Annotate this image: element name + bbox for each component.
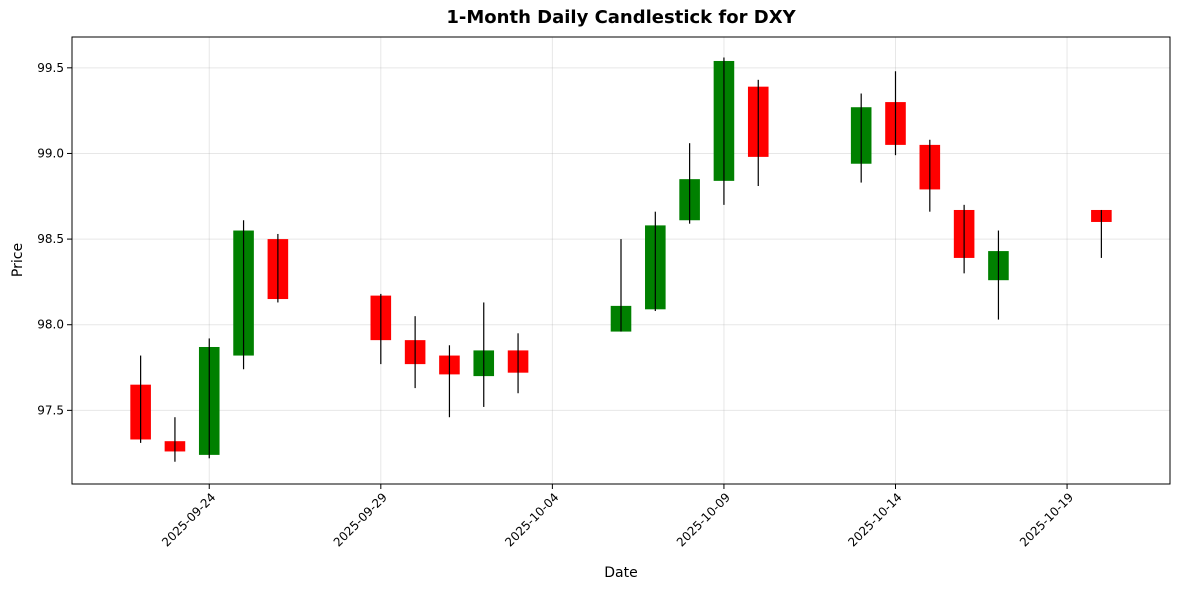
x-tick-label: 2025-09-29 <box>331 490 390 549</box>
x-axis-label: Date <box>604 565 637 581</box>
x-tick-label: 2025-10-04 <box>502 490 561 549</box>
y-tick-label: 99.5 <box>37 61 64 75</box>
axes-layer: 97.5 98.0 98.5 99.0 99.5 2025-09-24 2025-09-29… <box>37 61 1076 550</box>
y-tick-label: 98.5 <box>37 232 64 246</box>
y-tick-label: 97.5 <box>37 403 64 417</box>
x-tick-label: 2025-10-09 <box>674 490 733 549</box>
chart-title: 1-Month Daily Candlestick for DXY <box>446 7 796 28</box>
candles-layer <box>130 57 1112 462</box>
plot-frame <box>71 36 1171 485</box>
x-tick-label: 2025-09-24 <box>159 490 218 549</box>
x-tick-label: 2025-10-19 <box>1017 490 1076 549</box>
y-tick-label: 98.0 <box>37 318 64 332</box>
y-axis-label: Price <box>10 243 26 277</box>
y-tick-label: 99.0 <box>37 146 64 160</box>
x-tick-label: 2025-10-14 <box>845 490 904 549</box>
